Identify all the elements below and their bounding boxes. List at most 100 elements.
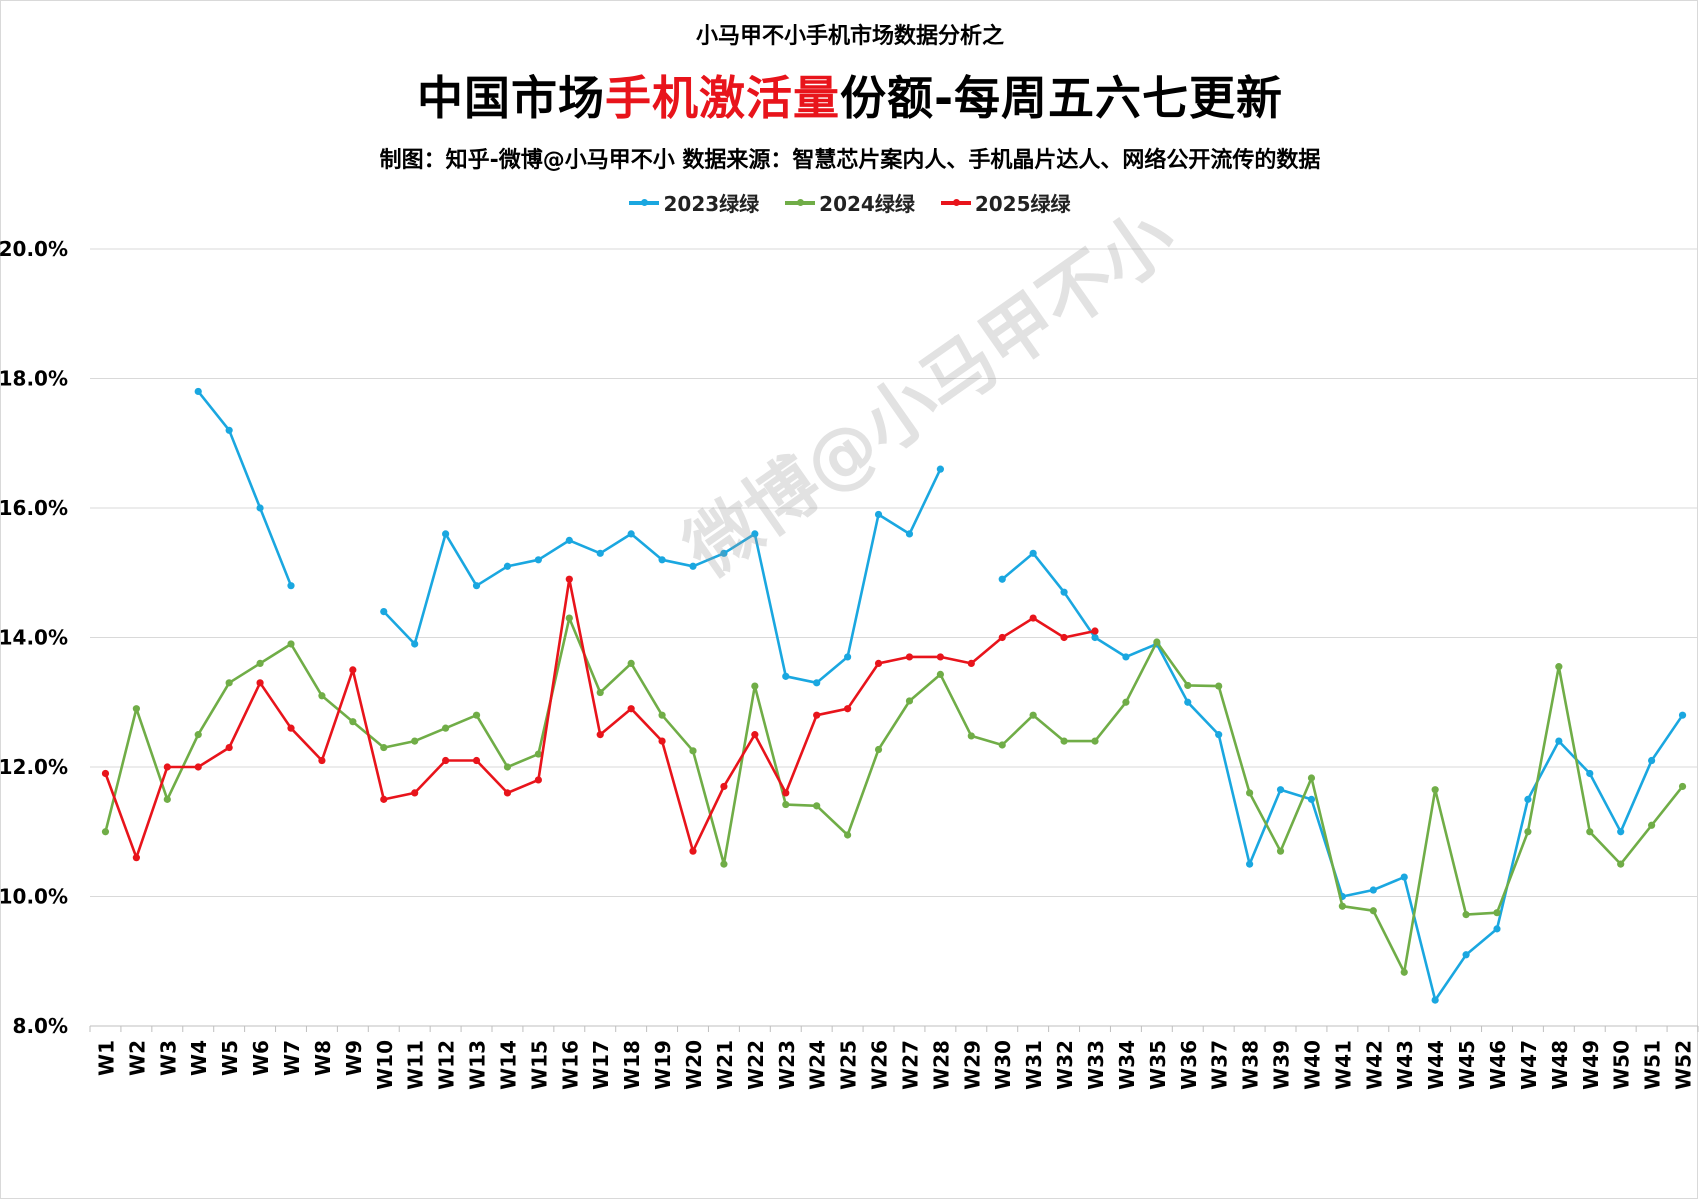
data-point-2024 (1648, 821, 1656, 829)
x-tick-label: W34 (1115, 1040, 1139, 1090)
data-point-2023 (225, 426, 233, 434)
legend-swatch-2024 (785, 198, 816, 206)
data-point-2025 (998, 633, 1006, 642)
y-tick-label: 8.0% (13, 1014, 68, 1038)
data-point-2025 (844, 705, 852, 713)
x-tick-label: W27 (898, 1040, 922, 1090)
data-point-2023 (1493, 925, 1501, 933)
x-tick-label: W19 (651, 1040, 675, 1090)
x-tick-label: W13 (466, 1040, 490, 1090)
x-tick-label: W1 (94, 1040, 118, 1076)
data-point-2024 (1091, 737, 1099, 745)
data-point-2023 (1276, 786, 1285, 794)
data-point-2023 (411, 640, 419, 648)
x-tick-label: W31 (1022, 1040, 1046, 1090)
data-point-2025 (256, 679, 264, 687)
x-tick-label: W24 (806, 1040, 830, 1090)
data-point-2023 (1524, 795, 1532, 803)
data-point-2023 (256, 504, 264, 512)
x-tick-label: W14 (496, 1040, 520, 1090)
x-tick-label: W35 (1146, 1040, 1170, 1090)
y-tick-label: 10.0% (0, 885, 68, 909)
y-tick-label: 20.0% (0, 237, 68, 261)
x-tick-label: W38 (1239, 1040, 1263, 1090)
data-point-2023 (720, 549, 728, 557)
data-point-2023 (194, 387, 202, 396)
x-tick-label: W11 (404, 1040, 428, 1090)
x-tick-label: W41 (1331, 1040, 1355, 1090)
data-point-2023 (1555, 737, 1563, 745)
x-tick-label: W4 (187, 1040, 211, 1076)
chart-legend: 2023绿绿 2024绿绿 2025绿绿 (0, 188, 1700, 217)
x-tick-label: W6 (249, 1040, 273, 1076)
data-point-2023 (1184, 698, 1192, 706)
data-point-2023 (782, 672, 790, 680)
x-tick-label: W10 (373, 1040, 397, 1090)
x-tick-label: W47 (1517, 1040, 1541, 1090)
x-tick-label: W39 (1270, 1040, 1294, 1090)
data-point-2024 (349, 718, 357, 726)
data-point-2023 (905, 530, 914, 538)
legend-label-2024: 2024绿绿 (819, 192, 915, 216)
x-tick-label: W5 (218, 1040, 242, 1076)
data-point-2025 (813, 711, 821, 719)
data-point-2023 (998, 575, 1006, 583)
data-point-2023 (1246, 860, 1254, 868)
x-tick-label: W2 (125, 1040, 149, 1076)
x-tick-label: W8 (311, 1040, 335, 1076)
x-tick-label: W26 (868, 1040, 892, 1090)
data-point-2024 (163, 795, 171, 803)
data-point-2023 (1586, 769, 1594, 778)
data-point-2025 (287, 724, 295, 732)
data-point-2024 (1493, 909, 1501, 917)
legend-swatch-2023 (629, 198, 660, 206)
x-tick-label: W42 (1362, 1040, 1386, 1090)
data-point-2024 (1029, 711, 1037, 719)
data-point-2024 (1184, 681, 1192, 690)
data-point-2023 (1060, 588, 1068, 596)
data-point-2023 (1400, 873, 1408, 881)
data-point-2023 (1091, 633, 1099, 642)
x-tick-label: W18 (620, 1040, 644, 1090)
y-tick-label: 14.0% (0, 626, 68, 650)
legend-item-2023: 2023绿绿 (629, 188, 759, 217)
data-point-2025 (534, 776, 542, 784)
data-point-2024 (874, 745, 883, 754)
x-tick-label: W44 (1424, 1040, 1448, 1090)
data-point-2024 (658, 711, 666, 719)
x-tick-label: W33 (1084, 1040, 1108, 1090)
data-point-2025 (1091, 627, 1099, 635)
data-point-2024 (844, 831, 852, 839)
data-point-2024 (318, 692, 326, 700)
data-point-2023 (1617, 828, 1625, 836)
x-tick-label: W43 (1393, 1040, 1417, 1090)
y-tick-label: 12.0% (0, 755, 68, 779)
data-point-2025 (874, 659, 883, 668)
data-point-2024 (751, 682, 759, 690)
series-line-2024 (104, 616, 1684, 974)
data-point-2024 (1369, 907, 1377, 915)
data-point-2023 (1431, 996, 1439, 1004)
x-tick-label: W37 (1208, 1040, 1232, 1090)
data-point-2024 (905, 697, 914, 705)
data-point-2023 (1215, 731, 1223, 739)
data-point-2024 (1462, 911, 1470, 919)
data-point-2024 (1400, 968, 1408, 976)
data-point-2024 (1122, 698, 1130, 706)
data-point-2024 (1060, 737, 1068, 745)
x-tick-label: W49 (1579, 1040, 1603, 1090)
data-point-2025 (101, 769, 110, 778)
data-point-2023 (936, 465, 944, 473)
data-point-2024 (1555, 663, 1563, 671)
data-point-2025 (132, 854, 140, 862)
data-point-2025 (349, 666, 357, 674)
data-point-2024 (1246, 789, 1254, 797)
data-point-2024 (1617, 860, 1625, 868)
data-point-2023 (844, 653, 852, 661)
data-point-2023 (1369, 886, 1377, 894)
x-tick-label: W15 (527, 1040, 551, 1090)
x-tick-label: W22 (744, 1040, 768, 1090)
legend-label-2023: 2023绿绿 (663, 192, 760, 216)
x-tick-label: W52 (1672, 1040, 1696, 1090)
